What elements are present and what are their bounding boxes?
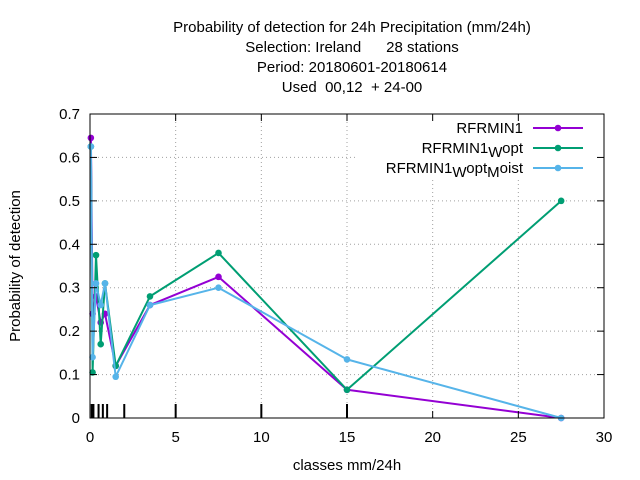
title-line-3: Period: 20180601-20180614 [257,59,447,76]
y-tick-label: 0.3 [59,280,80,297]
axis-ticks: 0 0.1 0.2 0.3 0.4 0.5 0.6 0.7 0 5 10 15 20 25 30 [59,106,612,446]
y-tick-label: 0.2 [59,323,80,340]
series-point [215,284,222,292]
legend-swatch-point [554,164,562,172]
class-markers [90,404,348,418]
y-tick-label: 0.5 [59,193,80,210]
title-line-2: Selection: Ireland 28 stations [245,39,458,56]
legend-entry: RFRMIN1Wopt [422,140,583,161]
legend-entry: RFRMIN1WoptMoist [386,160,583,181]
x-tick-label: 15 [339,429,356,446]
series-point [97,340,105,348]
y-axis-label: Probability of detection [7,190,24,342]
x-tick-label: 30 [596,429,613,446]
legend-entry: RFRMIN1 [456,120,583,137]
legend-label: RFRMIN1 [456,120,523,137]
series-point [146,293,154,300]
series-point [215,273,222,281]
grid [90,114,604,418]
series-area [87,134,565,422]
title-line-1: Probability of detection for 24h Precipi… [173,19,531,36]
series-point [343,386,351,394]
series-point [112,373,119,381]
y-tick-label: 0.1 [59,367,80,384]
series-3 [87,143,565,422]
y-tick-label: 0 [72,410,80,427]
series-line [89,146,562,419]
series-point [92,280,100,287]
series-point [343,356,351,363]
x-tick-label: 20 [424,429,441,446]
x-axis-label: classes mm/24h [293,457,401,474]
series-point [89,369,96,376]
series-point [87,143,95,150]
legend-label: RFRMIN1WoptMoist [386,160,524,181]
series-line [89,146,562,391]
x-tick-label: 5 [171,429,179,446]
series-point [146,301,154,309]
series-point [89,353,96,361]
y-tick-label: 0.7 [59,106,80,123]
title-line-4: Used 00,12 + 24-00 [282,79,423,96]
series-point [215,249,222,257]
series-point [101,280,109,287]
series-point [87,134,95,142]
legend-swatch-point [554,124,562,132]
x-tick-label: 0 [86,429,94,446]
series-point [92,251,100,259]
x-tick-label: 25 [510,429,527,446]
series-point [97,301,105,309]
chart-title: Probability of detection for 24h Precipi… [173,19,531,96]
legend-swatch-point [554,144,562,152]
y-tick-label: 0.4 [59,236,80,253]
x-tick-label: 10 [253,429,270,446]
y-tick-label: 0.6 [59,149,80,166]
legend-label: RFRMIN1Wopt [422,140,524,161]
series-point [557,197,565,205]
